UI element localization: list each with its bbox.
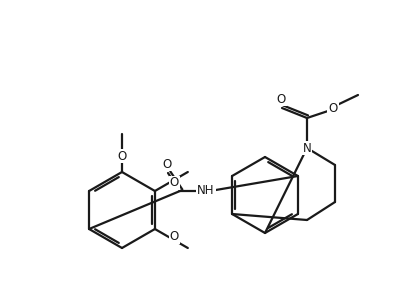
Text: O: O [117,149,126,163]
Text: O: O [162,157,172,171]
Text: O: O [169,230,179,244]
Text: O: O [169,176,179,189]
Text: NH: NH [197,184,215,197]
Text: O: O [328,102,338,115]
Text: O: O [276,92,286,106]
Text: N: N [303,141,311,155]
